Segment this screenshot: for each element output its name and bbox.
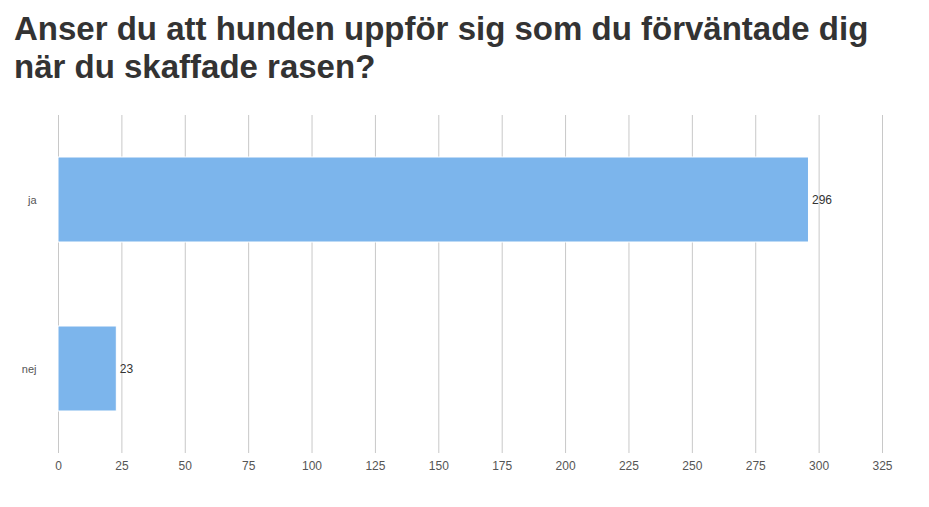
- svg-text:50: 50: [179, 459, 193, 473]
- svg-text:200: 200: [556, 459, 576, 473]
- svg-text:175: 175: [492, 459, 512, 473]
- svg-text:225: 225: [619, 459, 639, 473]
- svg-text:75: 75: [242, 459, 256, 473]
- svg-text:325: 325: [872, 459, 892, 473]
- svg-text:125: 125: [365, 459, 385, 473]
- svg-text:0: 0: [55, 459, 62, 473]
- svg-text:250: 250: [682, 459, 702, 473]
- svg-text:ja: ja: [27, 194, 37, 206]
- svg-text:296: 296: [812, 193, 832, 207]
- svg-text:150: 150: [429, 459, 449, 473]
- svg-text:nej: nej: [22, 363, 37, 375]
- svg-text:23: 23: [120, 362, 134, 376]
- svg-text:300: 300: [809, 459, 829, 473]
- svg-text:25: 25: [115, 459, 129, 473]
- svg-text:275: 275: [746, 459, 766, 473]
- svg-text:100: 100: [302, 459, 322, 473]
- html-text:Anser du att hunden uppför sig: Anser du att hunden uppför sig som du fö…: [14, 10, 869, 85]
